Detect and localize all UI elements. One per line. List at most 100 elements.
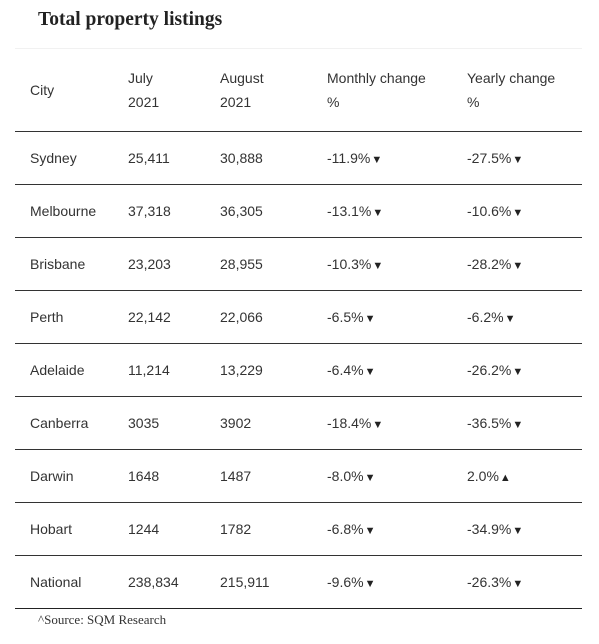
cell-yearly-change: -28.2%▼: [452, 237, 582, 291]
yearly-value: -34.9%: [467, 521, 512, 537]
table-row: National 238,834 215,911 -9.6%▼ -26.3%▼: [15, 555, 582, 609]
header-july: July 2021: [113, 49, 205, 132]
header-monthly-line1: Monthly change: [327, 70, 426, 86]
cell-city: Adelaide: [15, 343, 113, 397]
cell-yearly-change: -26.2%▼: [452, 343, 582, 397]
triangle-down-icon: ▼: [512, 419, 524, 431]
table-header: City July 2021 August 2021 Monthly change%…: [15, 49, 582, 132]
cell-july: 37,318: [113, 184, 205, 238]
cell-monthly-change: -18.4%▼: [312, 396, 452, 450]
monthly-value: -11.9%: [327, 150, 371, 166]
triangle-down-icon: ▼: [364, 525, 376, 537]
cell-yearly-change: -36.5%▼: [452, 396, 582, 450]
cell-monthly-change: -6.4%▼: [312, 343, 452, 397]
cell-july: 25,411: [113, 131, 205, 185]
cell-city: Melbourne: [15, 184, 113, 238]
cell-city: Brisbane: [15, 237, 113, 291]
yearly-value: -27.5%: [467, 150, 512, 166]
yearly-value: -6.2%: [467, 309, 504, 325]
source-note: ^Source: SQM Research: [38, 612, 167, 627]
table-row: Sydney 25,411 30,888 -11.9%▼ -27.5%▼: [15, 131, 582, 185]
table-row: Canberra 3035 3902 -18.4%▼ -36.5%▼: [15, 396, 582, 450]
cell-august: 30,888: [205, 131, 312, 185]
header-yearly-change: Yearly change%: [452, 49, 582, 132]
monthly-value: -6.5%: [327, 309, 364, 325]
monthly-value: -8.0%: [327, 468, 364, 484]
cell-city: National: [15, 555, 113, 609]
header-august-line2: 2021: [220, 94, 252, 110]
cell-city: Darwin: [15, 449, 113, 503]
header-yearly-line2: %: [467, 94, 480, 110]
table-row: Perth 22,142 22,066 -6.5%▼ -6.2%▼: [15, 290, 582, 344]
yearly-value: -26.3%: [467, 574, 512, 590]
triangle-down-icon: ▼: [512, 525, 524, 537]
cell-monthly-change: -11.9%▼: [312, 131, 452, 185]
cell-july: 23,203: [113, 237, 205, 291]
yearly-value: -36.5%: [467, 415, 512, 431]
page-title: Total property listings: [38, 9, 223, 30]
table-body: Sydney 25,411 30,888 -11.9%▼ -27.5%▼ Mel…: [15, 131, 582, 609]
cell-august: 22,066: [205, 290, 312, 344]
triangle-down-icon: ▼: [364, 366, 376, 378]
cell-yearly-change: -10.6%▼: [452, 184, 582, 238]
cell-july: 3035: [113, 396, 205, 450]
cell-august: 28,955: [205, 237, 312, 291]
header-yearly-line1: Yearly change: [467, 70, 556, 86]
header-july-line1: July: [128, 70, 153, 86]
cell-yearly-change: -6.2%▼: [452, 290, 582, 344]
cell-city: Hobart: [15, 502, 113, 556]
monthly-value: -6.8%: [327, 521, 364, 537]
yearly-value: -10.6%: [467, 203, 512, 219]
cell-august: 215,911: [205, 555, 312, 609]
triangle-down-icon: ▼: [504, 313, 516, 325]
monthly-value: -18.4%: [327, 415, 372, 431]
cell-yearly-change: -26.3%▼: [452, 555, 582, 609]
header-august-line1: August: [220, 70, 264, 86]
header-august: August 2021: [205, 49, 312, 132]
triangle-down-icon: ▼: [372, 260, 384, 272]
triangle-up-icon: ▲: [499, 472, 511, 484]
cell-monthly-change: -6.5%▼: [312, 290, 452, 344]
monthly-value: -6.4%: [327, 362, 364, 378]
cell-july: 1244: [113, 502, 205, 556]
cell-august: 36,305: [205, 184, 312, 238]
cell-july: 22,142: [113, 290, 205, 344]
header-row: City July 2021 August 2021 Monthly change%…: [15, 49, 582, 132]
header-july-line2: 2021: [128, 94, 160, 110]
triangle-down-icon: ▼: [512, 154, 524, 166]
triangle-down-icon: ▼: [512, 366, 524, 378]
cell-city: Canberra: [15, 396, 113, 450]
cell-yearly-change: -27.5%▼: [452, 131, 582, 185]
triangle-down-icon: ▼: [512, 207, 524, 219]
monthly-value: -9.6%: [327, 574, 364, 590]
yearly-value: -28.2%: [467, 256, 512, 272]
triangle-down-icon: ▼: [364, 313, 376, 325]
listings-table-container: City July 2021 August 2021 Monthly change%…: [15, 49, 582, 609]
title-divider: [15, 48, 582, 49]
triangle-down-icon: ▼: [364, 578, 376, 590]
cell-city: Sydney: [15, 131, 113, 185]
header-city: City: [15, 49, 113, 132]
cell-monthly-change: -9.6%▼: [312, 555, 452, 609]
cell-monthly-change: -6.8%▼: [312, 502, 452, 556]
cell-monthly-change: -10.3%▼: [312, 237, 452, 291]
cell-august: 13,229: [205, 343, 312, 397]
cell-yearly-change: -34.9%▼: [452, 502, 582, 556]
triangle-down-icon: ▼: [372, 207, 384, 219]
table-row: Adelaide 11,214 13,229 -6.4%▼ -26.2%▼: [15, 343, 582, 397]
header-monthly-change: Monthly change%: [312, 49, 452, 132]
monthly-value: -13.1%: [327, 203, 372, 219]
cell-city: Perth: [15, 290, 113, 344]
cell-august: 3902: [205, 396, 312, 450]
triangle-down-icon: ▼: [512, 260, 524, 272]
triangle-down-icon: ▼: [512, 578, 524, 590]
table-row: Brisbane 23,203 28,955 -10.3%▼ -28.2%▼: [15, 237, 582, 291]
yearly-value: -26.2%: [467, 362, 512, 378]
triangle-down-icon: ▼: [364, 472, 376, 484]
header-city-label: City: [30, 82, 55, 98]
table-row: Hobart 1244 1782 -6.8%▼ -34.9%▼: [15, 502, 582, 556]
cell-july: 238,834: [113, 555, 205, 609]
cell-monthly-change: -8.0%▼: [312, 449, 452, 503]
cell-august: 1487: [205, 449, 312, 503]
header-monthly-line2: %: [327, 94, 340, 110]
